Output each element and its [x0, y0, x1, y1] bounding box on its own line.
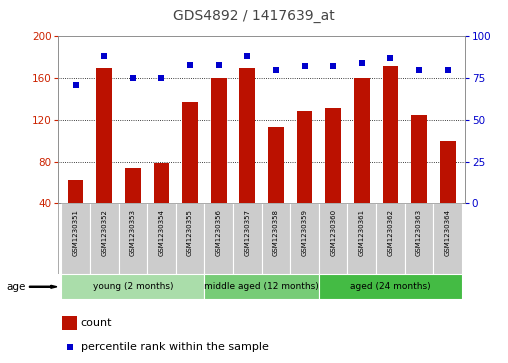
Bar: [147, 203, 176, 274]
Text: GSM1230356: GSM1230356: [216, 209, 221, 256]
Bar: [319, 274, 462, 299]
Point: [387, 55, 395, 61]
Text: GSM1230353: GSM1230353: [130, 209, 136, 256]
Bar: [354, 78, 370, 203]
Text: GSM1230351: GSM1230351: [73, 209, 79, 256]
Bar: [90, 203, 118, 274]
Text: GSM1230352: GSM1230352: [101, 209, 107, 256]
Bar: [233, 203, 262, 274]
Text: GSM1230354: GSM1230354: [158, 209, 165, 256]
Point: [415, 67, 423, 73]
Point: [186, 62, 194, 68]
Text: aged (24 months): aged (24 months): [350, 282, 431, 291]
Bar: [153, 163, 169, 203]
Bar: [290, 203, 319, 274]
Bar: [268, 127, 284, 203]
Text: GSM1230360: GSM1230360: [330, 209, 336, 256]
Bar: [440, 140, 456, 203]
Point: [358, 60, 366, 66]
Point: [129, 75, 137, 81]
Point: [243, 53, 251, 59]
Bar: [297, 111, 312, 203]
Text: middle aged (12 months): middle aged (12 months): [204, 282, 319, 291]
Point: [272, 67, 280, 73]
Point: [214, 62, 223, 68]
Bar: [61, 274, 204, 299]
Bar: [319, 203, 347, 274]
Point: [66, 344, 74, 350]
Bar: [325, 108, 341, 203]
Text: GDS4892 / 1417639_at: GDS4892 / 1417639_at: [173, 9, 335, 23]
Point: [301, 64, 309, 69]
Point: [329, 64, 337, 69]
Bar: [347, 203, 376, 274]
Bar: [97, 68, 112, 203]
Text: GSM1230361: GSM1230361: [359, 209, 365, 256]
Bar: [211, 78, 227, 203]
Text: GSM1230363: GSM1230363: [416, 209, 422, 256]
Text: GSM1230364: GSM1230364: [444, 209, 451, 256]
Bar: [239, 68, 255, 203]
Text: percentile rank within the sample: percentile rank within the sample: [81, 342, 269, 352]
Bar: [262, 203, 290, 274]
Bar: [176, 203, 204, 274]
Bar: [376, 203, 405, 274]
Text: GSM1230359: GSM1230359: [302, 209, 307, 256]
Text: GSM1230362: GSM1230362: [388, 209, 393, 256]
Bar: [411, 115, 427, 203]
Text: GSM1230357: GSM1230357: [244, 209, 250, 256]
Bar: [61, 203, 90, 274]
Text: age: age: [7, 282, 26, 292]
Text: count: count: [81, 318, 112, 328]
Bar: [383, 65, 398, 203]
Text: young (2 months): young (2 months): [92, 282, 173, 291]
Bar: [118, 203, 147, 274]
Bar: [182, 102, 198, 203]
Point: [100, 53, 108, 59]
Point: [443, 67, 452, 73]
Point: [72, 82, 80, 87]
Text: GSM1230358: GSM1230358: [273, 209, 279, 256]
Text: GSM1230355: GSM1230355: [187, 209, 193, 256]
Bar: [204, 274, 319, 299]
Bar: [62, 316, 77, 330]
Bar: [433, 203, 462, 274]
Bar: [204, 203, 233, 274]
Bar: [68, 180, 83, 203]
Bar: [125, 168, 141, 203]
Point: [157, 75, 166, 81]
Bar: [405, 203, 433, 274]
